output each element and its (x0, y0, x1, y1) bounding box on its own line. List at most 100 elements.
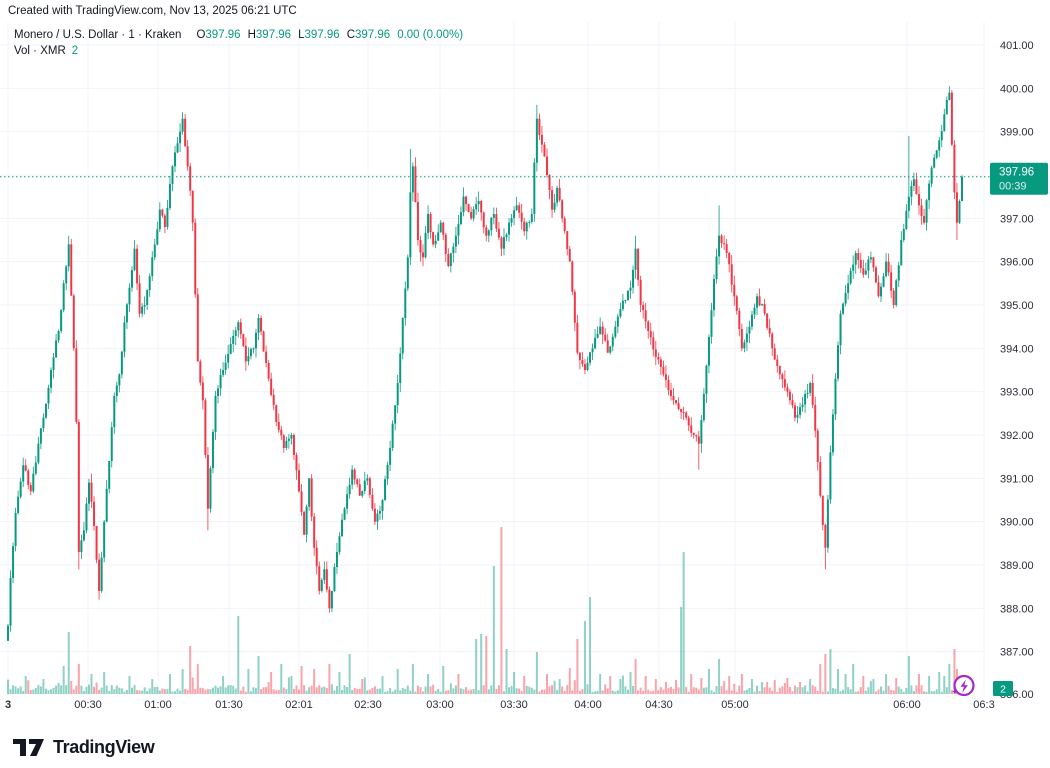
candle (67, 244, 70, 267)
candle (675, 400, 678, 404)
volume-bar (707, 669, 710, 694)
volume-bar (806, 691, 809, 694)
candle (50, 369, 53, 388)
candle (831, 414, 834, 453)
candle (303, 511, 306, 535)
volume-bar (816, 690, 819, 694)
candle (191, 190, 194, 223)
price-tick-label: 390.00 (1000, 517, 1034, 529)
volume-bar (57, 682, 60, 694)
candle (551, 190, 554, 210)
volume-bar (482, 685, 485, 694)
volume-bar (467, 690, 470, 694)
candle (538, 118, 541, 135)
candle (136, 248, 139, 284)
volume-bar (510, 685, 513, 694)
candle (639, 279, 642, 305)
volume-bar (404, 688, 407, 694)
volume-bar (39, 686, 42, 694)
candle (558, 187, 561, 201)
candle (758, 296, 761, 306)
volume-bar (265, 687, 268, 694)
volume-bar (287, 677, 290, 694)
candle (87, 482, 90, 504)
volume-bar (229, 685, 232, 694)
candle (358, 484, 361, 496)
time-axis[interactable]: 3 00:30 01:00 01:30 02:01 02:30 03:00 03:30 04:0… (5, 699, 995, 711)
volume-bar (523, 676, 526, 694)
candle (227, 353, 230, 363)
time-tick-label: 01:00 (144, 699, 172, 711)
candle (70, 244, 73, 296)
volume-bar (196, 664, 199, 694)
candle (869, 257, 872, 260)
candle (204, 400, 207, 455)
candle (912, 179, 915, 186)
volume-bar (123, 691, 126, 694)
volume-bar (933, 691, 936, 694)
candle (723, 243, 726, 245)
candle (275, 405, 278, 422)
candlestick-chart[interactable]: 401.00400.00399.00398.00397.00396.00395.… (0, 0, 1050, 722)
volume-bar (381, 676, 384, 694)
candle (105, 488, 108, 522)
volume-bar (411, 664, 414, 694)
price-axis[interactable]: 401.00400.00399.00398.00397.00396.00395.… (993, 40, 1034, 701)
volume-bar (168, 674, 171, 694)
candle (189, 166, 192, 191)
volume-bar (85, 686, 88, 694)
volume-bar (396, 669, 399, 694)
volume-bar (647, 689, 650, 694)
time-tick-label: 06:3 (973, 699, 994, 711)
candle (454, 235, 457, 247)
candle (330, 590, 333, 609)
candle (900, 239, 903, 266)
tradingview-logo[interactable]: TradingView (12, 735, 155, 759)
volume-bar (563, 690, 566, 694)
volume-bar (211, 687, 214, 694)
candle (705, 365, 708, 394)
candle (644, 310, 647, 322)
high-value: 397.96 (255, 29, 292, 41)
volume-bar (320, 687, 323, 694)
volume-bar (308, 687, 311, 694)
candle (265, 351, 268, 364)
candle (310, 478, 313, 517)
volume-bar (270, 672, 273, 694)
candle (515, 205, 518, 211)
candle (295, 454, 298, 471)
volume-bar (148, 688, 151, 694)
candle (184, 118, 187, 147)
candle (12, 546, 15, 578)
candle (781, 374, 784, 380)
volume-bar (292, 688, 295, 694)
volume-bar (839, 691, 842, 694)
candle (743, 342, 746, 349)
volume-bar (315, 687, 318, 694)
volume-bar (675, 680, 678, 694)
volume-bar (442, 666, 445, 694)
candle (948, 92, 951, 100)
volume-bar (338, 672, 341, 694)
candle (341, 519, 344, 537)
volume-bar (609, 676, 612, 694)
volume-bar (695, 687, 698, 694)
volume-bar (518, 688, 521, 694)
volume-bar (844, 674, 847, 694)
candle (609, 346, 612, 353)
flash-boost-icon[interactable] (952, 674, 975, 697)
volume-bar (138, 690, 141, 694)
close-label: C (346, 29, 355, 41)
volume-bar (847, 687, 850, 694)
candle (409, 192, 412, 258)
volume-bar (872, 679, 875, 694)
volume-bar (98, 689, 101, 694)
candle (280, 429, 283, 436)
volume-bar (179, 690, 182, 694)
candle (361, 491, 364, 496)
volume-bar (409, 690, 412, 694)
volume-bar (715, 686, 718, 694)
volume-bar (437, 689, 440, 694)
volume-bar (829, 649, 832, 694)
volume-bar (434, 690, 437, 694)
